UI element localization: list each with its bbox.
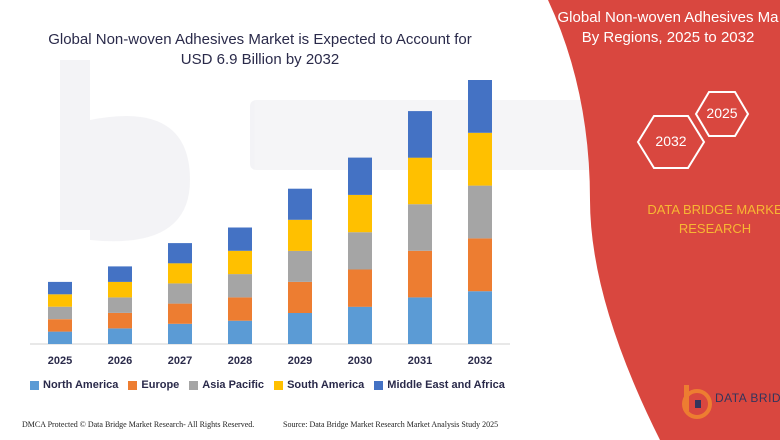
bar-segment-2028-europe: [228, 297, 252, 321]
bar-segment-2029-asia-pacific: [288, 250, 312, 282]
legend-swatch: [189, 380, 199, 390]
bar-segment-2030-europe: [348, 269, 372, 307]
bar-segment-2028-middle-east-and-africa: [228, 227, 252, 251]
bar-segment-2027-europe: [168, 303, 192, 324]
x-tick-label-2026: 2026: [108, 355, 132, 367]
panel-title-line1: Global Non-woven Adhesives Ma: [557, 9, 779, 26]
bar-segment-2030-asia-pacific: [348, 232, 372, 270]
bar-segment-2026-north-america: [108, 328, 132, 344]
legend-item-middle-east-africa: Middle East and Africa: [374, 379, 505, 391]
footer-copyright: DMCA Protected © Data Bridge Market Rese…: [22, 420, 255, 429]
legend-item-europe: Europe: [128, 379, 179, 391]
x-tick-label-2029: 2029: [288, 355, 312, 367]
legend-label: Asia Pacific: [202, 379, 265, 391]
panel-title-line2: By Regions, 2025 to 2032: [581, 29, 755, 46]
bar-segment-2030-middle-east-and-africa: [348, 157, 372, 195]
bar-segment-2032-asia-pacific: [468, 185, 492, 239]
bar-segment-2030-north-america: [348, 306, 372, 344]
bar-segment-2028-south-america: [228, 250, 252, 275]
panel-title: Global Non-woven Adhesives Ma By Regions…: [548, 8, 780, 48]
bar-segment-2026-asia-pacific: [108, 297, 132, 313]
brand-line1: DATA BRIDGE MARKE: [647, 202, 780, 217]
x-tick-label-2032: 2032: [468, 355, 492, 367]
chart-title: Global Non-woven Adhesives Market is Exp…: [48, 31, 472, 68]
brand-line2: RESEARCH: [678, 221, 752, 236]
watermark: [60, 60, 610, 242]
legend-swatch: [128, 380, 138, 390]
bar-segment-2027-asia-pacific: [168, 283, 192, 304]
hexagon-2032: [636, 115, 706, 169]
x-tick-label-2031: 2031: [408, 355, 432, 367]
bars-group: [48, 80, 492, 344]
bar-segment-2027-south-america: [168, 263, 192, 284]
legend-item-asia-pacific: Asia Pacific: [189, 379, 264, 391]
brand-text: DATA BRIDGE MARKE RESEARCH: [620, 200, 780, 238]
bar-segment-2031-south-america: [408, 157, 432, 205]
bar-segment-2027-north-america: [168, 323, 192, 344]
bar-segment-2031-middle-east-and-africa: [408, 111, 432, 158]
hex-label-2032: 2032: [655, 133, 687, 149]
bar-segment-2026-europe: [108, 312, 132, 329]
bar-segment-2026-south-america: [108, 281, 132, 298]
bar-segment-2032-middle-east-and-africa: [468, 80, 492, 133]
bar-segment-2030-south-america: [348, 194, 372, 233]
bar-segment-2031-europe: [408, 250, 432, 298]
bar-segment-2027-middle-east-and-africa: [168, 243, 192, 264]
x-tick-label-2028: 2028: [228, 355, 252, 367]
bar-segment-2032-north-america: [468, 291, 492, 344]
bar-segment-2029-south-america: [288, 219, 312, 251]
hex-label-2025: 2025: [706, 105, 738, 121]
bar-segment-2031-asia-pacific: [408, 204, 432, 251]
legend-swatch: [274, 380, 284, 390]
bar-segment-2028-north-america: [228, 320, 252, 344]
legend-item-south-america: South America: [274, 379, 364, 391]
legend-label: Europe: [141, 379, 180, 391]
bar-segment-2025-europe: [48, 319, 72, 332]
legend-swatch: [374, 380, 384, 390]
x-tick-label-2030: 2030: [348, 355, 372, 367]
legend-label: North America: [43, 379, 119, 391]
logo-mark: [682, 385, 712, 419]
bar-segment-2025-middle-east-and-africa: [48, 281, 72, 295]
bar-segment-2026-middle-east-and-africa: [108, 266, 132, 282]
x-ticks-group: 2025 2026 2027 2028 2029 2030 2031 2032: [48, 355, 492, 367]
logo-text: DATA BRID: [715, 391, 780, 405]
bar-segment-2029-north-america: [288, 312, 312, 344]
bar-segment-2028-asia-pacific: [228, 274, 252, 298]
bar-segment-2031-north-america: [408, 297, 432, 344]
legend-label: Middle East and Africa: [387, 379, 505, 391]
footer-source: Source: Data Bridge Market Research Mark…: [283, 420, 499, 429]
bar-segment-2029-middle-east-and-africa: [288, 188, 312, 220]
legend: North America Europe Asia Pacific South …: [30, 376, 510, 394]
bar-segment-2025-asia-pacific: [48, 306, 72, 320]
legend-label: South America: [287, 379, 365, 391]
bar-segment-2032-europe: [468, 238, 492, 292]
x-tick-label-2027: 2027: [168, 355, 192, 367]
legend-item-north-america: North America: [30, 379, 118, 391]
legend-swatch: [30, 380, 39, 390]
bar-segment-2025-north-america: [48, 331, 72, 344]
red-panel: [548, 0, 780, 440]
bar-segment-2029-europe: [288, 281, 312, 313]
x-tick-label-2025: 2025: [48, 355, 72, 367]
hexagon-2025: [694, 91, 750, 137]
bar-segment-2025-south-america: [48, 294, 72, 307]
bar-segment-2032-south-america: [468, 132, 492, 186]
